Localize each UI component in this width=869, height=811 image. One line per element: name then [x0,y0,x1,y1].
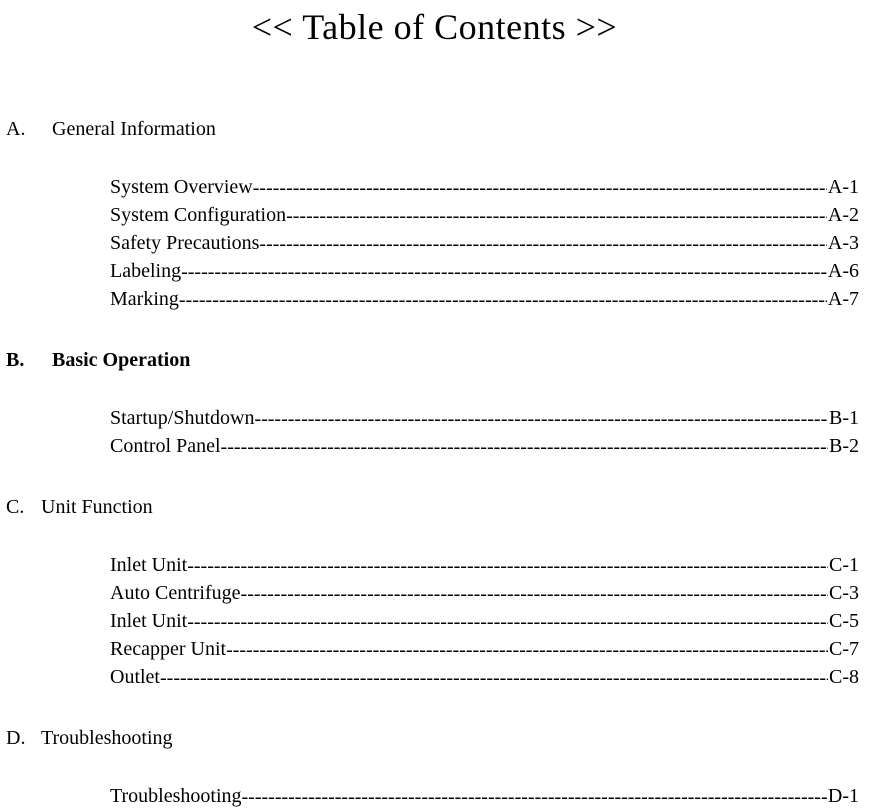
entry-label: Startup/Shutdown [110,404,254,432]
toc-section: D.TroubleshootingTroubleshooting D-1 [0,727,869,810]
entry-leader [187,608,828,636]
toc-section: B.Basic OperationStartup/Shutdown B-1Con… [0,349,869,460]
entry-label: Inlet Unit [110,607,187,635]
entry-page: A-1 [827,173,869,201]
section-entries: Inlet Unit C-1Auto Centrifuge C-3Inlet U… [6,551,869,691]
entry-page: C-3 [828,579,869,607]
toc-entry: Troubleshooting D-1 [110,782,869,810]
toc-entry: Control Panel B-2 [110,432,869,460]
entry-page: D-1 [827,782,869,810]
toc-entry: Startup/Shutdown B-1 [110,404,869,432]
section-heading: C.Unit Function [6,496,869,519]
page-title: << Table of Contents >> [0,0,869,118]
toc-entry: Safety Precautions A-3 [110,229,869,257]
entry-leader [259,230,826,258]
entry-label: Recapper Unit [110,635,226,663]
entry-label: System Configuration [110,201,286,229]
entry-page: A-3 [827,229,869,257]
entry-label: Labeling [110,257,181,285]
section-entries: Troubleshooting D-1 [6,782,869,810]
entry-label: Control Panel [110,432,221,460]
entry-leader [253,174,827,202]
entry-page: B-2 [828,432,869,460]
entry-leader [254,405,828,433]
entry-label: Auto Centrifuge [110,579,241,607]
entry-page: C-7 [828,635,869,663]
entry-label: Safety Precautions [110,229,259,257]
entry-leader [286,202,827,230]
toc-entry: Marking A-7 [110,285,869,313]
entry-page: A-2 [827,201,869,229]
section-letter: A. [6,118,52,141]
toc-entry: Inlet Unit C-1 [110,551,869,579]
entry-leader [179,286,827,314]
table-of-contents: A.General Information System Overview A-1… [0,118,869,810]
entry-leader [226,636,828,664]
entry-label: System Overview [110,173,253,201]
toc-entry: Labeling A-6 [110,257,869,285]
entry-label: Outlet [110,663,160,691]
entry-page: A-6 [827,257,869,285]
entry-label: Inlet Unit [110,551,187,579]
entry-page: B-1 [828,404,869,432]
entry-page: C-1 [828,551,869,579]
entry-leader [181,258,827,286]
section-heading: A.General Information [6,118,869,141]
section-heading: D.Troubleshooting [6,727,869,750]
section-entries: Startup/Shutdown B-1Control Panel B-2 [6,404,869,460]
entry-leader [221,433,828,461]
section-letter: B. [6,349,52,372]
section-entries: System Overview A-1System ConfigurationA… [6,173,869,313]
entry-page: C-5 [828,607,869,635]
toc-section: C.Unit FunctionInlet Unit C-1Auto Centri… [0,496,869,691]
section-title: Unit Function [41,496,153,519]
section-title: General Information [52,118,216,141]
entry-leader [242,783,827,811]
section-title: Basic Operation [52,349,190,372]
toc-entry: Outlet C-8 [110,663,869,691]
toc-entry: Recapper Unit C-7 [110,635,869,663]
toc-section: A.General Information System Overview A-1… [0,118,869,313]
entry-page: A-7 [827,285,869,313]
entry-label: Troubleshooting [110,782,242,810]
toc-entry: System Overview A-1 [110,173,869,201]
entry-page: C-8 [828,663,869,691]
toc-entry: System Configuration A-2 [110,201,869,229]
section-title: Troubleshooting [41,727,173,750]
section-letter: C. [6,496,41,519]
entry-label: Marking [110,285,179,313]
entry-leader [187,552,828,580]
entry-leader [241,580,828,608]
section-letter: D. [6,727,41,750]
toc-entry: Inlet Unit C-5 [110,607,869,635]
section-heading: B.Basic Operation [6,349,869,372]
toc-entry: Auto Centrifuge C-3 [110,579,869,607]
entry-leader [160,664,828,692]
